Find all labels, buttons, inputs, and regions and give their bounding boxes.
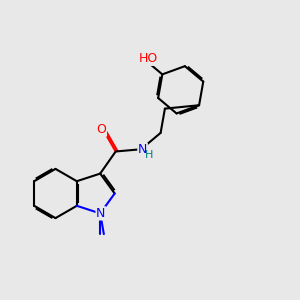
Text: H: H [145,150,153,160]
Text: N: N [138,143,147,156]
Text: HO: HO [138,52,158,65]
Text: O: O [97,123,106,136]
Text: N: N [96,207,106,220]
